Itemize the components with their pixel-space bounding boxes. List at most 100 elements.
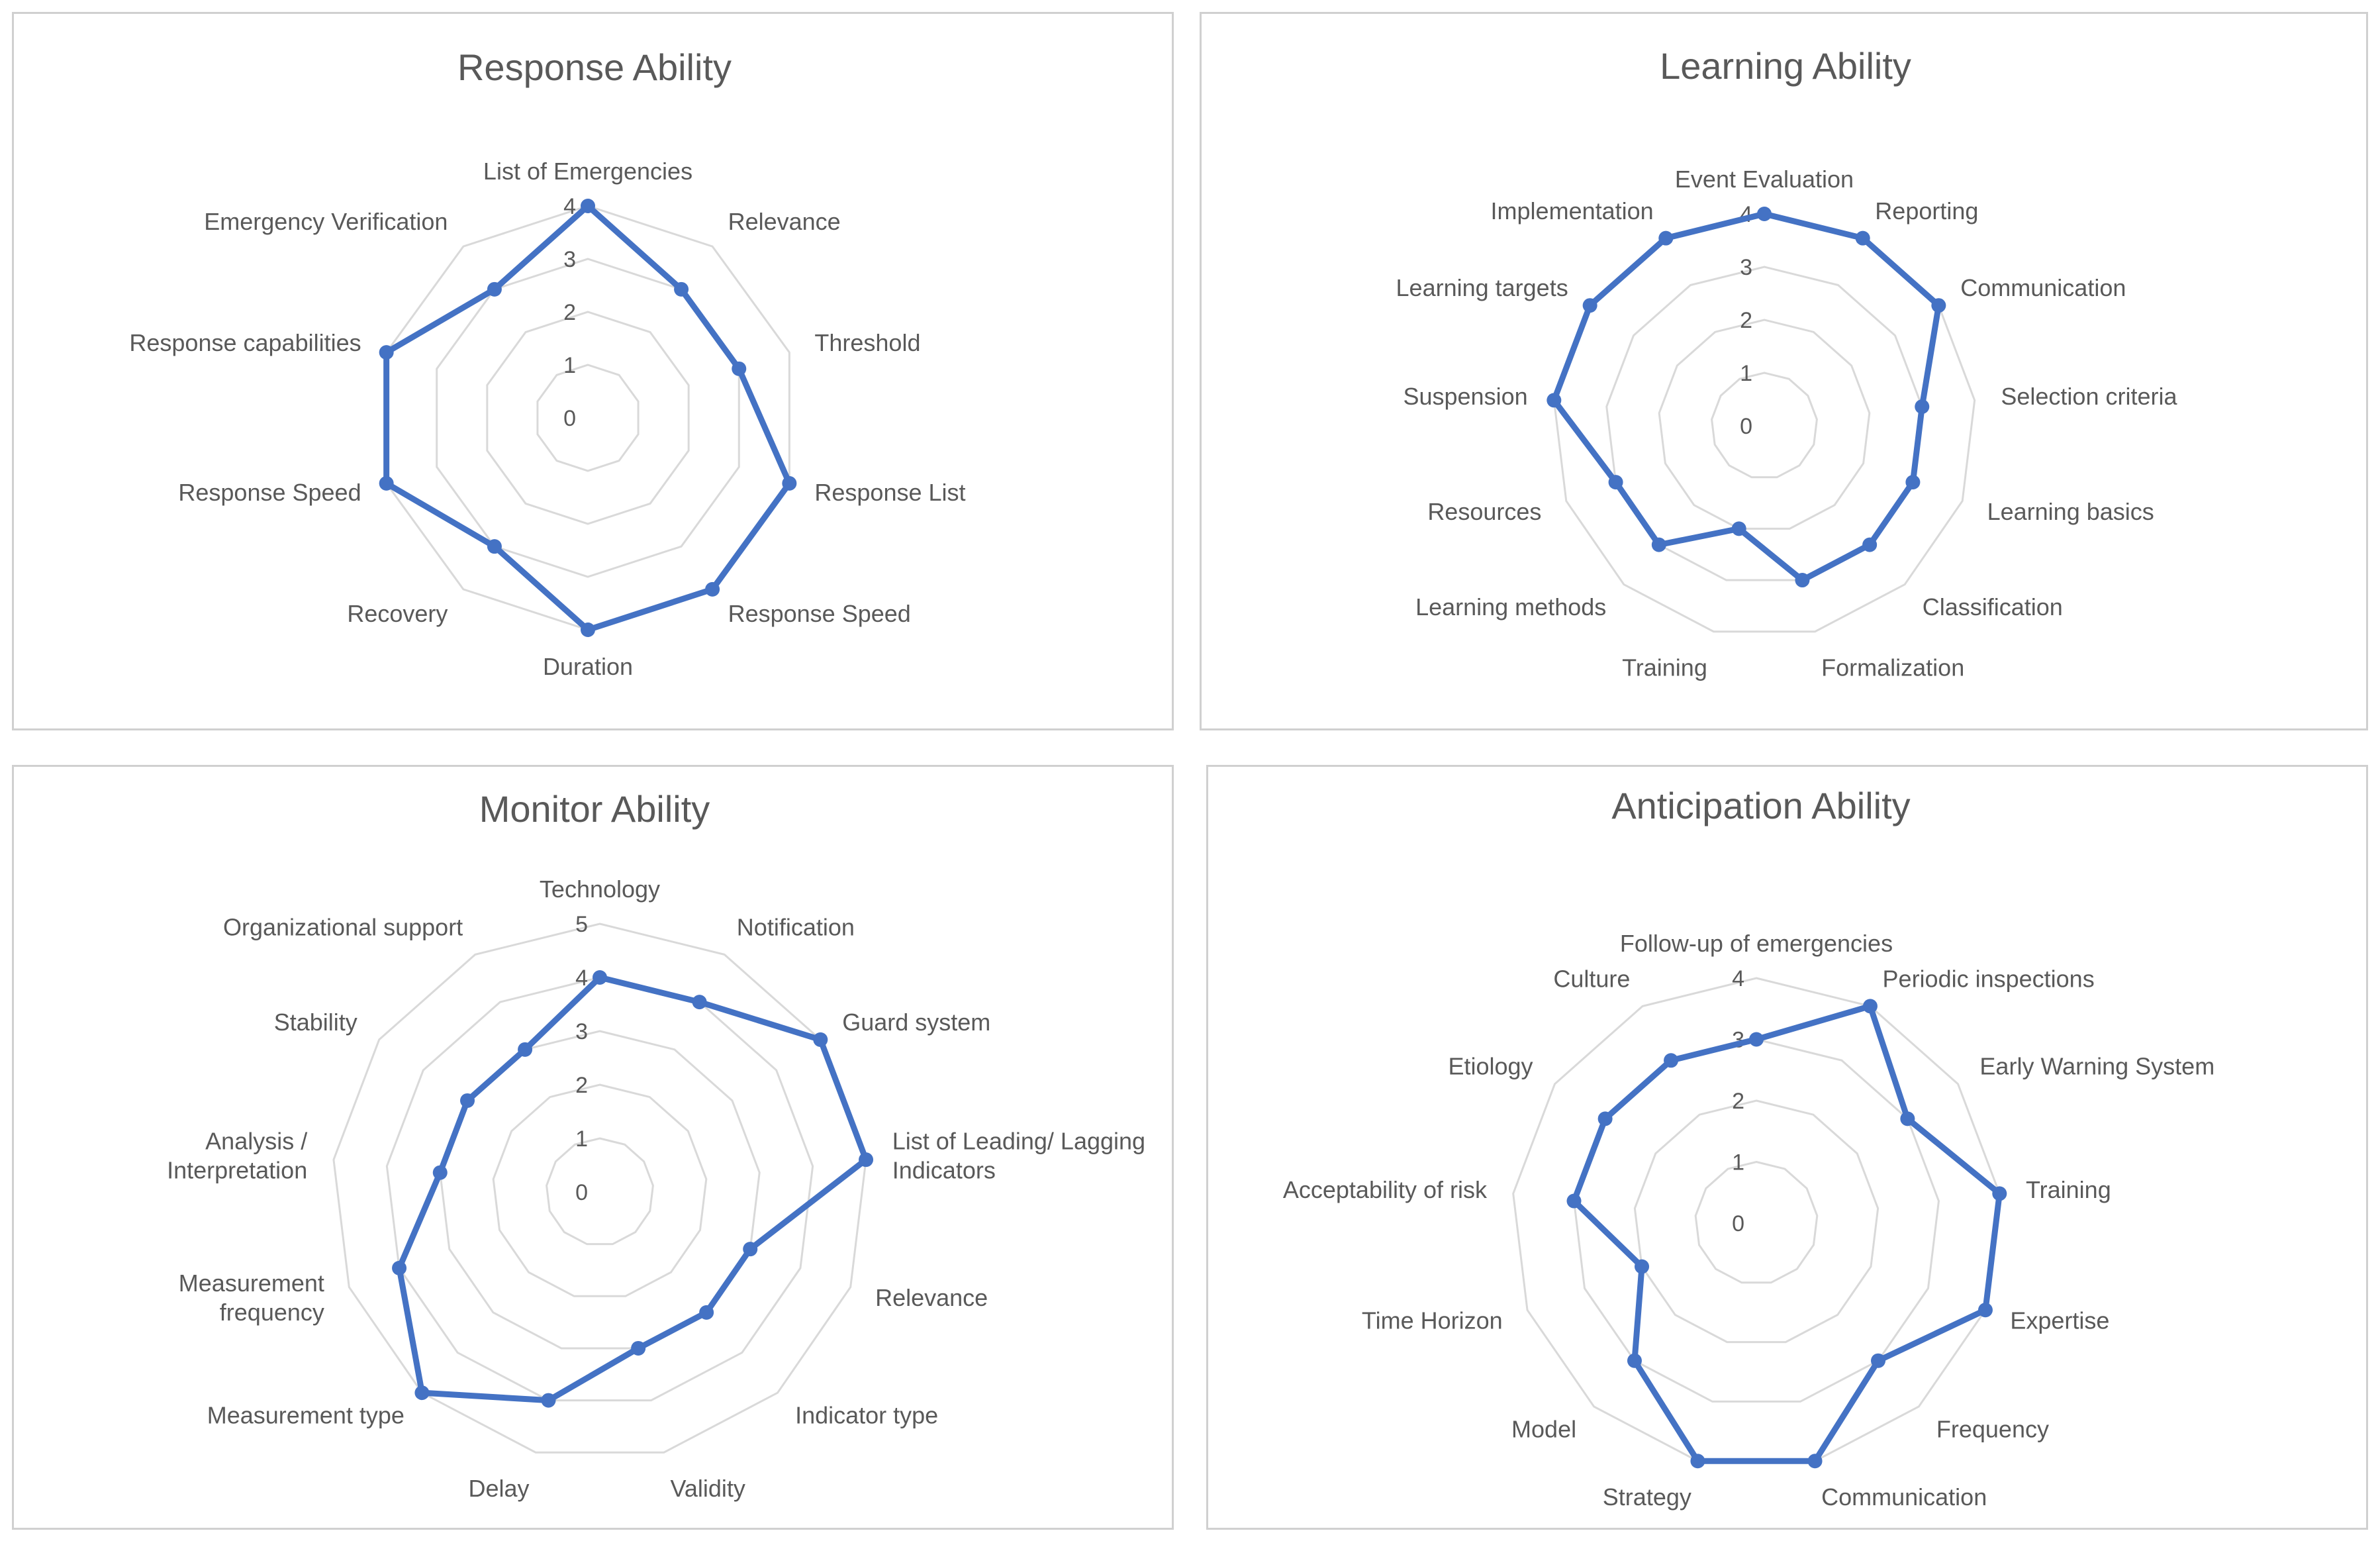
category-label: Technology [540,875,660,903]
tick-label: 1 [1740,361,1752,386]
category-label: Selection criteria [2001,383,2177,410]
category-label: Training [2026,1176,2111,1203]
data-point [593,970,607,985]
data-point [1627,1353,1642,1368]
data-point [705,581,720,597]
category-label: Acceptability of risk [1283,1176,1488,1203]
grid-ring [385,976,814,1402]
data-point [541,1393,556,1408]
grid-ring [1658,319,1871,530]
category-label: Communication [1960,274,2126,301]
data-point [1807,1454,1823,1469]
category-label: Time Horizon [1362,1307,1503,1334]
data-point [1757,207,1772,221]
category-label: Formalization [1821,654,1964,681]
category-label: Delay [468,1475,529,1502]
tick-label: 1 [575,1126,588,1152]
radar-plot: 0 1 2 3 4 5 Technology Notification Guard system… [167,875,1145,1502]
category-label: Analysis / Interpretation [167,1128,307,1184]
category-label: Communication [1821,1483,1987,1511]
tick-label: 4 [563,194,576,219]
category-label: Response Speed [728,600,911,627]
category-label: Organizational support [223,914,463,941]
data-point [1658,230,1674,246]
series-line [396,974,869,1404]
category-label: Recovery [347,600,448,627]
category-label: Learning targets [1396,274,1568,301]
tick-label: 3 [563,247,576,272]
data-point [392,1260,407,1275]
category-label: Response capabilities [129,329,361,356]
category-label: Suspension [1403,383,1527,410]
category-label: Training [1622,654,1707,681]
data-point [379,475,394,491]
data-point [782,475,797,491]
data-point [1547,393,1562,408]
category-label: Emergency Verification [204,208,448,235]
grid-ring [536,364,640,472]
radar-chart-response: Response Ability 0 1 2 3 4 List of Emergencie… [129,46,965,680]
data-point [1977,1303,1993,1318]
category-label: Periodic inspections [1883,966,2095,993]
category-label: Response Speed [178,479,361,506]
chart-title: Anticipation Ability [1611,785,1910,826]
category-label: Duration [543,653,633,680]
tick-label: 3 [1740,255,1752,280]
radar-plot: 0 1 2 3 4 List of Emergencies Relevance Thresho… [129,158,965,680]
data-point [581,622,595,637]
data-point [414,1385,430,1401]
category-label: Event Evaluation [1675,166,1854,193]
category-label: Expertise [2010,1307,2109,1334]
data-point [699,1305,714,1320]
data-point [1862,999,1878,1014]
grid-ring [1572,1038,1940,1403]
data-point [1992,1186,2007,1201]
data-point [1664,1053,1679,1068]
data-point [1795,573,1810,588]
grid-ring [1633,1099,1880,1344]
category-label: Classification [1923,593,2063,621]
category-label: Resources [1427,498,1541,525]
tick-label: 5 [575,912,588,937]
category-label: Notification [737,914,855,941]
category-label: Measurement type [207,1402,405,1429]
data-point [1651,537,1666,552]
category-label: Frequency [1936,1415,2049,1442]
category-label: Learning basics [1987,498,2154,525]
data-point [487,539,502,554]
tick-label: 0 [563,406,576,431]
data-point [1915,399,1930,415]
tick-label: 3 [575,1019,588,1044]
data-point [581,199,595,213]
data-point [518,1042,533,1057]
tick-label: 2 [563,300,576,325]
data-point [1931,298,1946,313]
data-point [460,1093,475,1108]
category-label: Guard system [842,1009,990,1036]
tick-label: 0 [1740,414,1752,439]
category-label: Response List [814,479,965,506]
radar-chart-monitor: Monitor Ability 0 1 2 3 4 5 Technology Notifica… [167,788,1145,1502]
data-point [674,281,689,297]
grid-ring [1605,266,1923,581]
tick-label: 4 [1732,966,1744,991]
chart-title: Response Ability [457,46,732,88]
grid-ring [1552,213,1976,633]
data-point [1862,537,1878,552]
data-point [1749,1032,1764,1047]
category-label: Culture [1553,966,1630,993]
category-label: Reporting [1875,197,1978,224]
category-label: List of Emergencies [483,158,692,185]
category-label: Etiology [1448,1053,1533,1080]
category-label: Early Warning System [1979,1053,2214,1080]
chart-panel-response: Response Ability 0 1 2 3 4 List of Emergencie… [12,12,1174,730]
data-point [743,1242,758,1257]
data-point [1871,1353,1886,1368]
data-point [1608,475,1623,490]
grid-ring [546,1137,654,1246]
chart-panel-monitor: Monitor Ability 0 1 2 3 4 5 Technology Notifica… [12,765,1174,1530]
data-point [432,1165,448,1180]
data-point [1597,1111,1613,1126]
